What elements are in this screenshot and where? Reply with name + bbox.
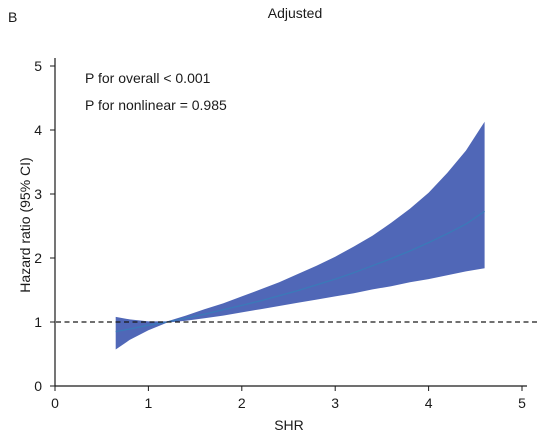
axes: 0 1 2 3 4 5 0 1 2 3 4 5 <box>34 58 527 411</box>
panel-label: B <box>8 9 17 25</box>
y-tick-label: 5 <box>34 58 42 74</box>
x-axis-label: SHR <box>274 417 304 433</box>
y-tick-label: 2 <box>34 250 42 266</box>
confidence-band-0 <box>115 121 485 350</box>
x-tick-label: 0 <box>51 395 59 411</box>
y-tick-label: 1 <box>34 314 42 330</box>
x-tick-label: 2 <box>238 395 246 411</box>
y-tick-label: 0 <box>34 378 42 394</box>
x-tick-label: 1 <box>145 395 153 411</box>
y-tick-label: 4 <box>34 122 42 138</box>
x-tick-label: 4 <box>425 395 433 411</box>
x-tick-label: 5 <box>518 395 526 411</box>
y-axis-label: Hazard ratio (95% CI) <box>17 157 33 292</box>
plot-area <box>56 121 540 350</box>
hazard-ratio-line-0 <box>115 210 485 333</box>
x-tick-label: 3 <box>331 395 339 411</box>
chart-title: Adjusted <box>268 5 322 21</box>
annotation-p-overall: P for overall < 0.001 <box>85 70 211 86</box>
annotation-p-nonlinear: P for nonlinear = 0.985 <box>85 97 227 113</box>
y-tick-label: 3 <box>34 186 42 202</box>
